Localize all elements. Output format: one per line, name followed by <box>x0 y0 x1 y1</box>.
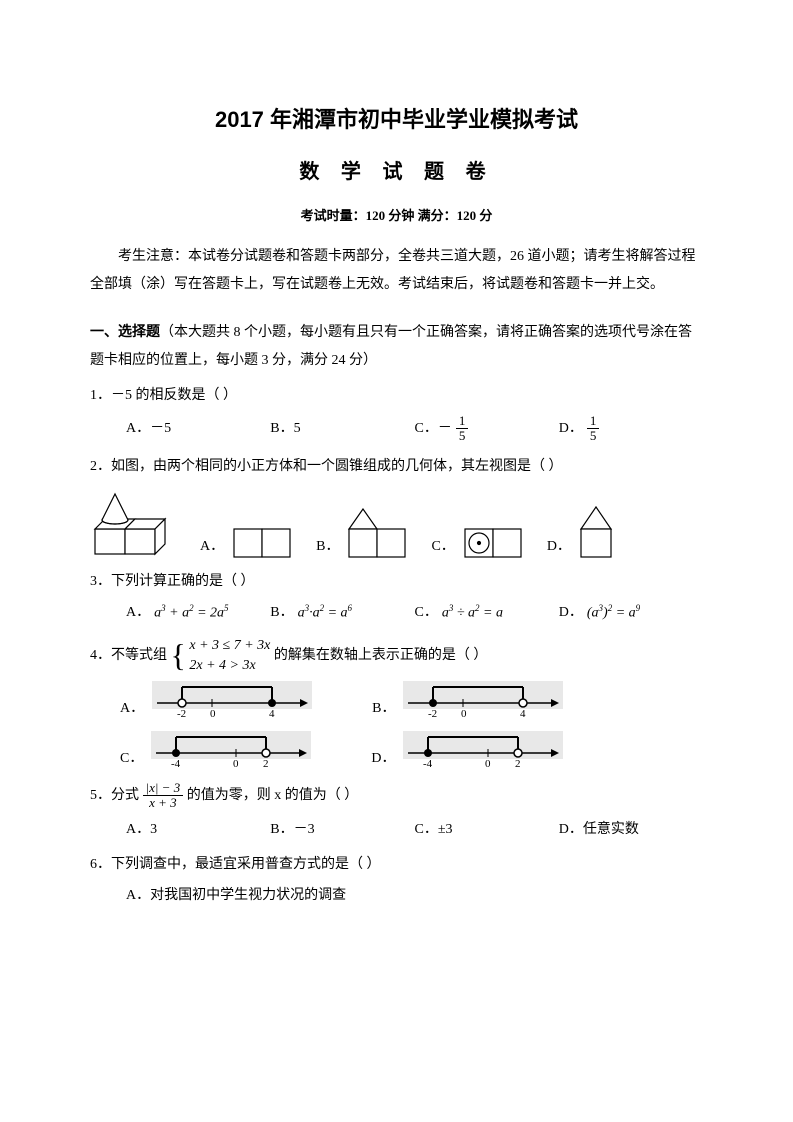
question-6: 6．下列调查中，最适宜采用普查方式的是（ ） A．对我国初中学生视力状况的调查 <box>90 852 703 908</box>
q6-opt-a: A．对我国初中学生视力状况的调查 <box>126 883 346 908</box>
notice-text: 考生注意：本试卷分试题卷和答题卡两部分，全卷共三道大题，26 道小题；请考生将解… <box>90 243 703 299</box>
q1-opt-a: A．－5 <box>126 416 270 441</box>
sub-title: 数 学 试 题 卷 <box>90 154 703 190</box>
q1-opt-b: B．5 <box>270 416 414 441</box>
svg-text:-2: -2 <box>428 708 437 720</box>
svg-text:-4: -4 <box>171 758 181 770</box>
q6-text: 6．下列调查中，最适宜采用普查方式的是（ ） <box>90 852 703 877</box>
q3-opt-c: C．a3 ÷ a2 = a <box>415 600 559 626</box>
number-line-b-icon: -2 0 4 <box>403 681 563 721</box>
svg-text:4: 4 <box>520 708 526 720</box>
q5-opt-b: B．－3 <box>270 817 414 842</box>
svg-text:0: 0 <box>233 758 239 770</box>
q4-opt-c: C． -4 0 2 <box>120 731 311 771</box>
svg-text:0: 0 <box>210 708 216 720</box>
q3-opt-d: D．(a3)2 = a9 <box>559 600 703 626</box>
q2-opt-c: C． <box>431 527 526 559</box>
fraction-icon: |x| − 3 x + 3 <box>143 781 184 811</box>
geometry-main-icon <box>90 489 180 559</box>
question-1: 1．－5 的相反数是（ ） A．－5 B．5 C．－ 15 D． 15 <box>90 383 703 444</box>
question-5: 5．分式 |x| − 3 x + 3 的值为零，则 x 的值为（ ） A．3 B… <box>90 781 703 842</box>
q5-text: 5．分式 |x| − 3 x + 3 的值为零，则 x 的值为（ ） <box>90 781 703 811</box>
svg-text:2: 2 <box>515 758 521 770</box>
option-d-icon <box>579 505 613 559</box>
exam-info: 考试时量：120 分钟 满分：120 分 <box>90 204 703 227</box>
number-line-c-icon: -4 0 2 <box>151 731 311 771</box>
q4-row-1: A． -2 0 4 B． <box>90 681 703 721</box>
question-4: 4．不等式组 { x + 3 ≤ 7 + 3x 2x + 4 > 3x 的解集在… <box>90 636 703 771</box>
section-1-desc: （本大题共 8 个小题，每小题有且只有一个正确答案，请将正确答案的选项代号涂在答… <box>90 325 692 368</box>
section-1-label: 一、选择题 <box>90 325 160 340</box>
q3-opt-b: B．a3·a2 = a6 <box>270 600 414 626</box>
q2-opt-d: D． <box>547 505 613 559</box>
fraction-icon: 15 <box>587 414 600 444</box>
q4-opt-d: D． -4 0 2 <box>371 731 563 771</box>
q4-opt-a: A． -2 0 4 <box>120 681 312 721</box>
math-expr: a3·a2 = a6 <box>298 600 352 626</box>
question-3: 3．下列计算正确的是（ ） A．a3 + a2 = 2a5 B．a3·a2 = … <box>90 569 703 626</box>
q1-opt-d: D． 15 <box>559 414 703 444</box>
number-line-d-icon: -4 0 2 <box>403 731 563 771</box>
q3-options: A．a3 + a2 = 2a5 B．a3·a2 = a6 C．a3 ÷ a2 =… <box>90 600 703 626</box>
q5-options: A．3 B．－3 C．±3 D．任意实数 <box>90 817 703 842</box>
q1-opt-c: C．－ 15 <box>415 414 559 444</box>
q2-figures: A． B． C． <box>90 489 703 559</box>
svg-text:4: 4 <box>269 708 275 720</box>
q2-opt-a: A． <box>200 527 296 559</box>
svg-text:0: 0 <box>461 708 467 720</box>
q4-text: 4．不等式组 { x + 3 ≤ 7 + 3x 2x + 4 > 3x 的解集在… <box>90 636 703 675</box>
q4-row-2: C． -4 0 2 D． <box>90 731 703 771</box>
option-a-icon <box>232 527 296 559</box>
svg-text:-4: -4 <box>423 758 433 770</box>
inequality-system: x + 3 ≤ 7 + 3x 2x + 4 > 3x <box>189 636 270 675</box>
q5-opt-a: A．3 <box>126 817 270 842</box>
section-1-header: 一、选择题（本大题共 8 个小题，每小题有且只有一个正确答案，请将正确答案的选项… <box>90 319 703 375</box>
q3-opt-a: A．a3 + a2 = 2a5 <box>126 600 270 626</box>
math-expr: a3 + a2 = 2a5 <box>154 600 228 626</box>
q3-text: 3．下列计算正确的是（ ） <box>90 569 703 594</box>
option-c-icon <box>463 527 527 559</box>
q1-text: 1．－5 的相反数是（ ） <box>90 383 703 408</box>
svg-text:0: 0 <box>485 758 491 770</box>
q1-options: A．－5 B．5 C．－ 15 D． 15 <box>90 414 703 444</box>
question-2: 2．如图，由两个相同的小正方体和一个圆锥组成的几何体，其左视图是（ ） A． <box>90 454 703 559</box>
svg-text:2: 2 <box>263 758 269 770</box>
q2-opt-b: B． <box>316 507 411 559</box>
option-b-icon <box>347 507 411 559</box>
fraction-icon: 15 <box>456 414 469 444</box>
main-title: 2017 年湘潭市初中毕业学业模拟考试 <box>90 100 703 140</box>
q2-text: 2．如图，由两个相同的小正方体和一个圆锥组成的几何体，其左视图是（ ） <box>90 454 703 479</box>
number-line-a-icon: -2 0 4 <box>152 681 312 721</box>
brace-icon: { <box>171 641 186 670</box>
q5-opt-c: C．±3 <box>415 817 559 842</box>
svg-text:-2: -2 <box>177 708 186 720</box>
q5-opt-d: D．任意实数 <box>559 817 703 842</box>
math-expr: (a3)2 = a9 <box>587 600 640 626</box>
q4-opt-b: B． -2 0 4 <box>372 681 563 721</box>
math-expr: a3 ÷ a2 = a <box>442 600 503 626</box>
q6-options: A．对我国初中学生视力状况的调查 <box>90 883 703 908</box>
